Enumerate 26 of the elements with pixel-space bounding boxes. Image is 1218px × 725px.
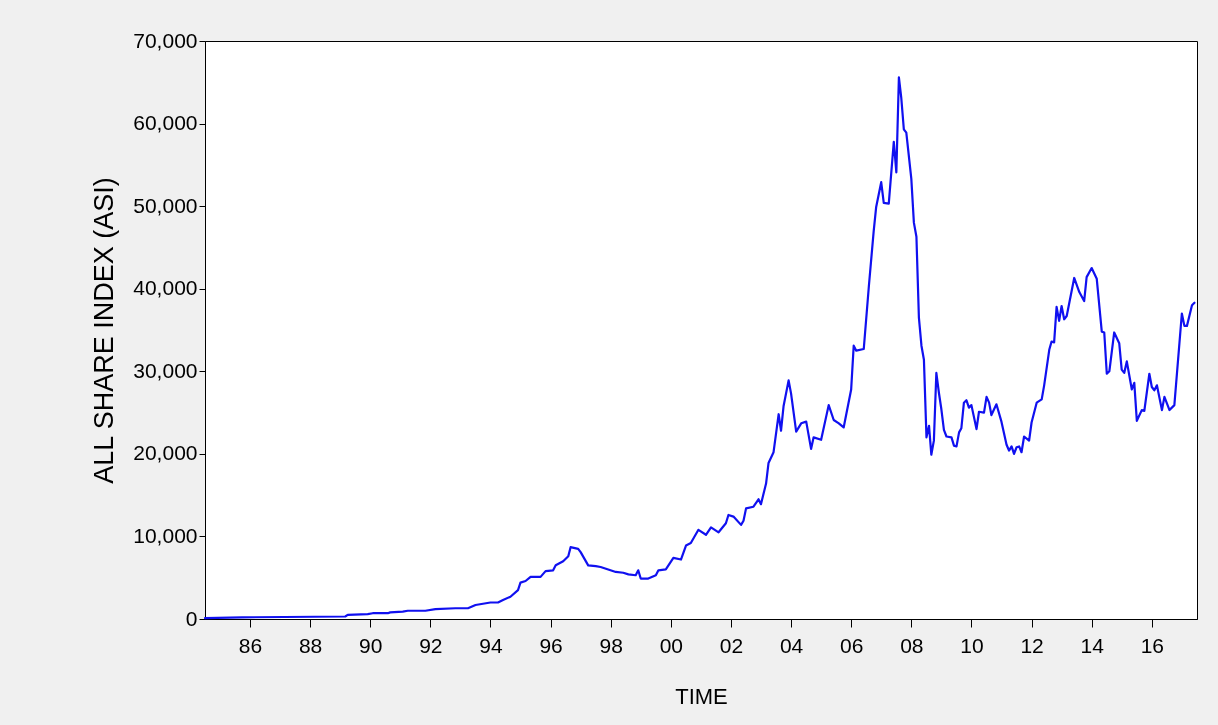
y-tick-label: 30,000 <box>133 358 198 382</box>
x-tick-label: 08 <box>900 633 924 657</box>
x-tick-label: 02 <box>719 633 744 657</box>
x-tick-label: 04 <box>779 633 804 657</box>
x-tick-label: 98 <box>599 633 623 657</box>
x-tick-label: 90 <box>359 633 383 657</box>
y-tick-label: 0 <box>185 606 198 630</box>
y-tick-label: 70,000 <box>133 28 198 52</box>
y-tick-label: 60,000 <box>133 111 198 135</box>
x-tick-label: 88 <box>298 633 323 657</box>
y-tick-label: 10,000 <box>133 523 198 547</box>
y-tick-label: 40,000 <box>133 276 198 300</box>
x-tick-label: 94 <box>479 633 503 657</box>
x-tick-label: 14 <box>1080 633 1105 657</box>
x-tick-label: 16 <box>1140 633 1164 657</box>
x-tick-label: 10 <box>960 633 984 657</box>
x-tick-label: 06 <box>839 633 864 657</box>
x-tick-label: 96 <box>539 633 563 657</box>
y-axis-title: ALL SHARE INDEX (ASI) <box>89 177 120 484</box>
y-tick-label: 20,000 <box>133 441 198 465</box>
x-tick-label: 00 <box>659 633 684 657</box>
x-tick-label: 12 <box>1020 633 1044 657</box>
x-axis-title: TIME <box>675 683 728 709</box>
x-tick-label: 92 <box>419 633 443 657</box>
x-tick-label: 86 <box>238 633 263 657</box>
y-tick-label: 50,000 <box>133 193 198 217</box>
